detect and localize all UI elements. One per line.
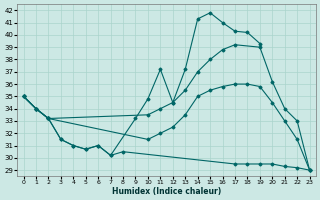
X-axis label: Humidex (Indice chaleur): Humidex (Indice chaleur) <box>112 187 221 196</box>
